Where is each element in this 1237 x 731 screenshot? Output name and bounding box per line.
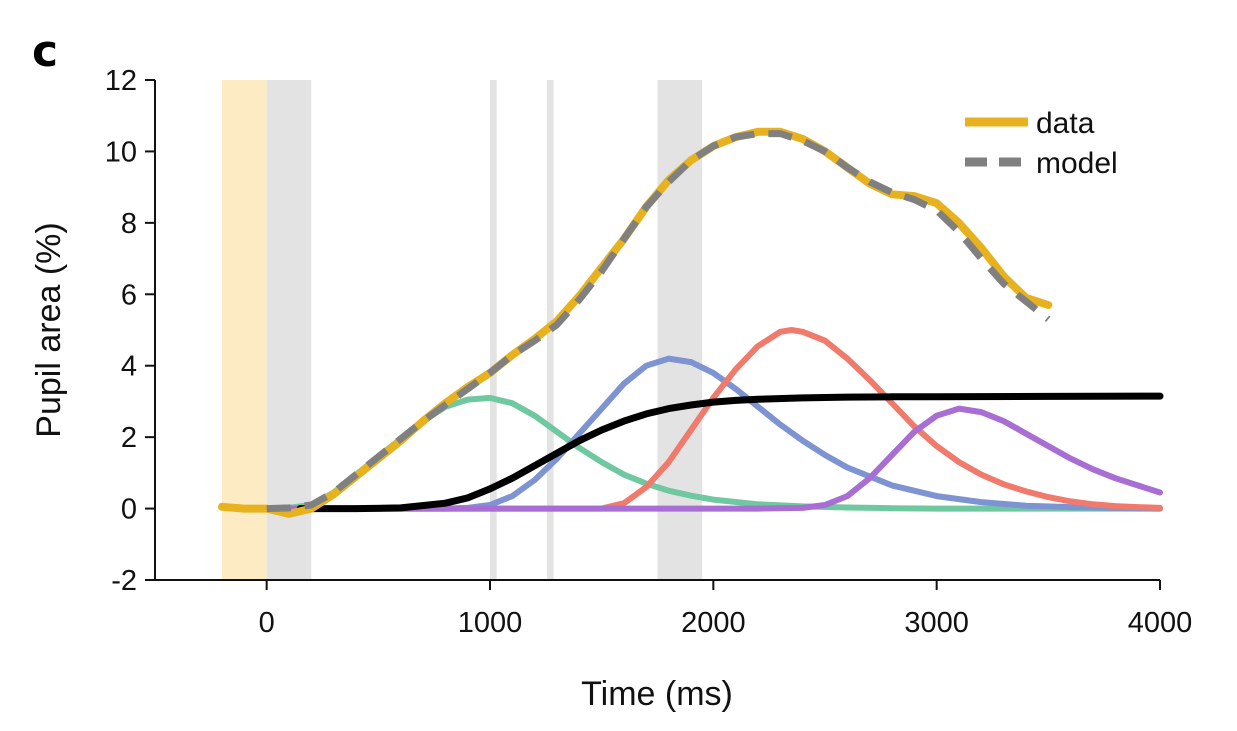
shaded-region-1 [266,80,312,580]
x-tick-label-2: 2000 [681,607,746,639]
shaded-region-2 [490,80,497,580]
series-lines [218,127,1164,518]
y-tick-label-5: 8 [121,208,137,240]
legend: data model [965,107,1118,180]
y-axis-label: Pupil area (%) [30,222,68,437]
series-line-data [218,127,1053,518]
y-tick-label-0: -2 [111,565,137,597]
x-tick-label-0: 0 [259,607,275,639]
y-tick-label-1: 0 [121,494,137,526]
y-tick-label-6: 10 [105,136,137,168]
y-tick-label-2: 2 [121,422,137,454]
x-tick-label-4: 4000 [1128,607,1193,639]
legend-label-data: data [1036,107,1095,140]
y-tick-label-4: 6 [121,279,137,311]
y-tick-label-3: 4 [121,351,137,383]
series-line-component-3 [263,405,1163,512]
axes: -2 0 2 4 6 8 10 12 0 1000 2000 3000 4000 [105,65,1193,639]
shaded-region-0 [222,80,267,580]
series-line-component-4 [296,392,1164,513]
x-tick-label-1: 1000 [458,607,523,639]
y-tick-label-7: 12 [105,65,137,97]
series-line-model [266,130,1051,513]
x-axis-label: Time (ms) [581,675,733,713]
legend-label-model: model [1036,147,1118,180]
x-tick-label-3: 3000 [904,607,969,639]
series-line-component-2 [263,327,1163,512]
panel-label: c [32,26,58,77]
